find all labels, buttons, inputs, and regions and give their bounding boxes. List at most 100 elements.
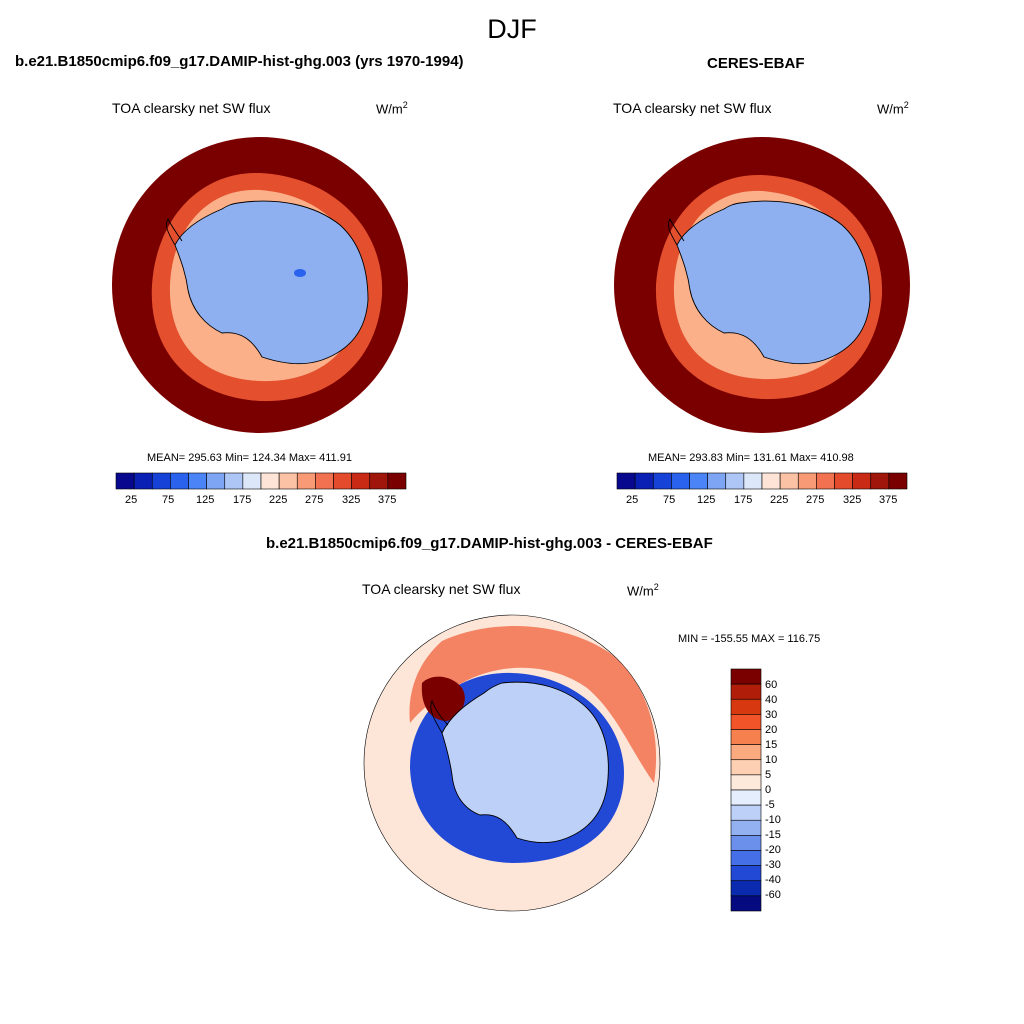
colorbar-tick-label: 75 (162, 494, 175, 506)
colorbar-tick-label: -20 (765, 844, 781, 856)
colorbar-segment (260, 472, 280, 490)
colorbar-segment (333, 472, 352, 490)
colorbar-segment (387, 472, 407, 490)
colorbar-tick-label: 5 (765, 769, 772, 781)
colorbar-segment (315, 472, 334, 490)
colorbar-segment (725, 472, 745, 490)
colorbar-segment (115, 472, 135, 490)
colorbar-segment (730, 698, 762, 715)
colorbar-tick-label: 125 (697, 494, 716, 506)
colorbar-tick-label: 125 (196, 494, 215, 506)
colorbar-segment (730, 668, 762, 685)
colorbar-tick-label: 375 (879, 494, 898, 506)
obs-colorbar (616, 472, 908, 490)
diff-stats: MIN = -155.55 MAX = 116.75 (678, 633, 821, 645)
positive-bias-ring (409, 625, 657, 783)
colorbar-tick-label: -15 (765, 829, 781, 841)
colorbar-segment (616, 472, 636, 490)
colorbar-segment (730, 744, 762, 761)
colorbar-segment (730, 714, 762, 730)
colorbar-segment (730, 789, 762, 806)
colorbar-segment (730, 895, 762, 912)
colorbar-segment (730, 683, 762, 700)
colorbar-segment (730, 804, 762, 821)
colorbar-segment (730, 729, 762, 745)
colorbar-segment (816, 472, 835, 490)
colorbar-segment (707, 472, 727, 490)
colorbar-tick-label: 25 (125, 494, 138, 506)
colorbar-tick-label: 325 (843, 494, 862, 506)
obs-polar-map (614, 137, 910, 433)
colorbar-segment (743, 472, 763, 490)
colorbar-tick-label: 375 (378, 494, 397, 506)
colorbar-tick-label: -5 (765, 799, 775, 811)
colorbar-tick-label: 25 (626, 494, 639, 506)
colorbar-segment (188, 472, 207, 490)
colorbar-segment (797, 472, 817, 490)
colorbar-segment (852, 472, 872, 490)
colorbar-tick-label: -30 (765, 859, 781, 871)
coastline (430, 699, 449, 734)
colorbar-segment (779, 472, 799, 490)
antarctica-continent (676, 200, 871, 365)
colorbar-tick-label: 275 (806, 494, 825, 506)
colorbar-segment (351, 472, 371, 490)
colorbar-segment (278, 472, 298, 490)
diff-polar-map (363, 614, 661, 912)
colorbar-segment (151, 472, 171, 490)
obs-stats: MEAN= 293.83 Min= 131.61 Max= 410.98 (648, 452, 854, 464)
coastline (165, 218, 183, 246)
colorbar-tick-label: 20 (765, 724, 778, 736)
colorbar-segment (170, 472, 189, 490)
model-variable-label: TOA clearsky net SW flux (112, 100, 271, 116)
colorbar-segment (730, 835, 762, 851)
colorbar-tick-label: 40 (765, 694, 778, 706)
colorbar-segment (634, 472, 654, 490)
colorbar-tick-label: 225 (269, 494, 288, 506)
colorbar-segment (133, 472, 153, 490)
colorbar-segment (730, 759, 762, 776)
colorbar-tick-label: -10 (765, 814, 781, 826)
diff-units: W/m2 (627, 582, 659, 599)
diff-panel-title: b.e21.B1850cmip6.f09_g17.DAMIP-hist-ghg.… (266, 535, 713, 552)
obs-units: W/m2 (877, 100, 909, 117)
colorbar-tick-label: 175 (233, 494, 252, 506)
colorbar-tick-label: 275 (305, 494, 324, 506)
colorbar-segment (242, 472, 262, 490)
model-polar-map (112, 137, 408, 433)
colorbar-tick-label: -40 (765, 874, 781, 886)
colorbar-segment (870, 472, 890, 490)
colorbar-segment (834, 472, 853, 490)
model-units: W/m2 (376, 100, 408, 117)
colorbar-segment (761, 472, 781, 490)
colorbar-tick-label: 0 (765, 784, 772, 796)
obs-variable-label: TOA clearsky net SW flux (613, 100, 772, 116)
colorbar-segment (730, 865, 762, 882)
colorbar-tick-label: -60 (765, 889, 781, 901)
colorbar-tick-label: 10 (765, 754, 778, 766)
season-title: DJF (487, 14, 537, 44)
colorbar-segment (730, 774, 762, 791)
positive-bias-patch (421, 676, 465, 721)
model-colorbar-ticks: 25 75 125 175 225 275 325 375 (116, 494, 406, 508)
colorbar-segment (369, 472, 389, 490)
diff-colorbar-ticks: 60 40 30 20 15 10 5 0 -5 -10 -15 -20 -30… (765, 669, 805, 911)
colorbar-segment (652, 472, 672, 490)
model-stats: MEAN= 295.63 Min= 124.34 Max= 411.91 (147, 452, 352, 464)
diff-variable-label: TOA clearsky net SW flux (362, 581, 521, 597)
antarctica-continent (174, 200, 369, 365)
diff-colorbar (730, 668, 762, 912)
coastline (667, 218, 685, 246)
colorbar-segment (730, 880, 762, 897)
colorbar-tick-label: 60 (765, 679, 778, 691)
colorbar-tick-label: 325 (342, 494, 361, 506)
antarctica-continent (441, 681, 609, 843)
model-colorbar (115, 472, 407, 490)
colorbar-tick-label: 175 (734, 494, 753, 506)
colorbar-segment (296, 472, 316, 490)
colorbar-segment (888, 472, 908, 490)
colorbar-tick-label: 30 (765, 709, 778, 721)
colorbar-segment (730, 850, 762, 866)
colorbar-tick-label: 75 (663, 494, 676, 506)
colorbar-segment (224, 472, 244, 490)
